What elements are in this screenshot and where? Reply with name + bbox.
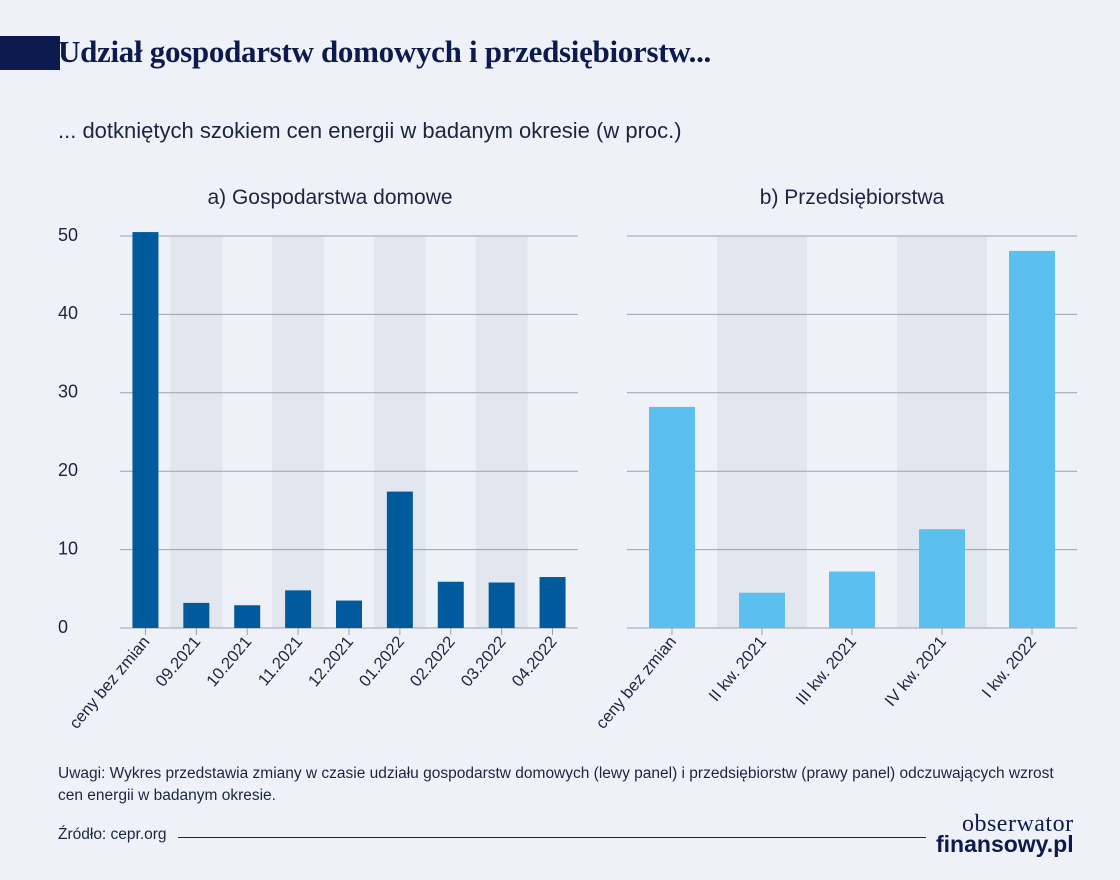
bar-households-4 xyxy=(336,600,362,628)
bar-households-5 xyxy=(386,491,413,628)
bar-households-1 xyxy=(183,602,210,628)
x-tick-label-firms-0: ceny bez zmian xyxy=(593,633,680,732)
logo-line-1: obserwator xyxy=(961,811,1074,837)
page-title: Udział gospodarstw domowych i przedsiębi… xyxy=(58,34,711,69)
bar-firms-4 xyxy=(1009,250,1055,628)
x-tick-label-households-7: 03.2022 xyxy=(458,633,510,690)
logo-line-2: finansowy.pl xyxy=(936,831,1074,857)
x-tick-label-households-0: ceny bez zmian xyxy=(66,633,153,732)
shade-band-households-7 xyxy=(475,236,528,628)
x-tick-label-households-5: 01.2022 xyxy=(356,633,408,690)
y-tick-label-20: 20 xyxy=(58,460,78,480)
source-divider xyxy=(178,837,926,838)
y-tick-label-40: 40 xyxy=(58,303,78,323)
bar-households-0 xyxy=(132,232,159,628)
shade-band-firms-1 xyxy=(717,236,807,628)
shade-band-households-3 xyxy=(272,236,325,628)
title-accent-bar xyxy=(0,36,60,70)
bar-households-7 xyxy=(488,582,515,628)
page-subtitle: ... dotkniętych szokiem cen energii w ba… xyxy=(58,118,682,143)
x-tick-label-firms-2: III kw. 2021 xyxy=(793,633,860,709)
x-tick-label-households-6: 02.2022 xyxy=(407,633,459,690)
footnote: Uwagi: Wykres przedstawia zmiany w czasi… xyxy=(58,765,1054,804)
bar-firms-1 xyxy=(739,592,785,628)
y-tick-label-30: 30 xyxy=(58,382,78,402)
x-tick-label-households-2: 10.2021 xyxy=(203,633,255,690)
bar-firms-2 xyxy=(829,571,875,628)
bar-households-3 xyxy=(285,590,312,628)
panel-title-firms: b) Przedsiębiorstwa xyxy=(760,186,945,209)
x-tick-label-households-3: 11.2021 xyxy=(255,633,306,689)
panel-title-households: a) Gospodarstwa domowe xyxy=(207,186,452,209)
brand-logo: obserwator finansowy.pl xyxy=(936,811,1074,857)
x-tick-label-firms-3: IV kw. 2021 xyxy=(881,633,950,710)
y-tick-label-0: 0 xyxy=(58,617,68,637)
bar-households-2 xyxy=(234,605,261,628)
bar-firms-3 xyxy=(919,529,965,628)
y-tick-label-10: 10 xyxy=(58,538,78,558)
source-label: Źródło: cepr.org xyxy=(58,826,167,843)
bar-households-8 xyxy=(539,577,566,628)
shade-band-households-1 xyxy=(170,236,223,628)
y-tick-label-50: 50 xyxy=(58,225,78,245)
bar-firms-0 xyxy=(649,406,695,628)
x-tick-label-firms-4: I kw. 2022 xyxy=(979,633,1041,701)
bar-households-6 xyxy=(437,581,464,628)
x-tick-label-households-4: 12.2021 xyxy=(305,633,357,690)
x-tick-label-firms-1: II kw. 2021 xyxy=(706,633,770,705)
x-tick-label-households-8: 04.2022 xyxy=(508,633,560,690)
x-tick-label-households-1: 09.2021 xyxy=(152,633,204,690)
